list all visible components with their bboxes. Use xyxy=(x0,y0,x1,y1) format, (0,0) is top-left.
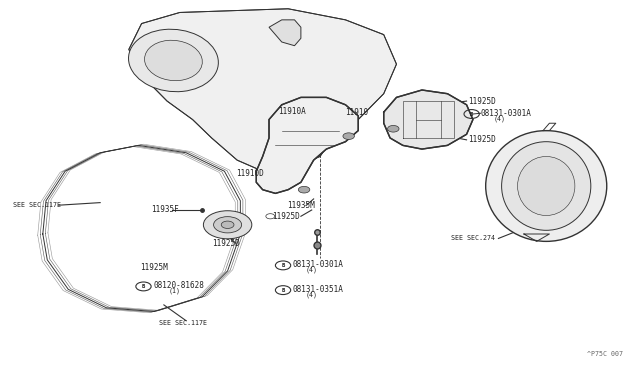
Text: 11925D: 11925D xyxy=(468,97,496,106)
Text: (4): (4) xyxy=(494,116,506,122)
Text: B: B xyxy=(470,112,474,116)
Text: SEE SEC.117E: SEE SEC.117E xyxy=(159,320,207,326)
Circle shape xyxy=(388,125,399,132)
Text: B: B xyxy=(282,263,285,268)
Text: B: B xyxy=(282,288,285,293)
Text: 11925D: 11925D xyxy=(212,239,239,248)
Text: 08120-81628: 08120-81628 xyxy=(153,281,204,290)
Ellipse shape xyxy=(486,131,607,241)
Circle shape xyxy=(298,186,310,193)
Ellipse shape xyxy=(129,29,218,92)
Circle shape xyxy=(343,133,355,140)
Polygon shape xyxy=(269,20,301,46)
Ellipse shape xyxy=(502,142,591,230)
Text: (1): (1) xyxy=(168,288,180,295)
Text: 08131-0301A: 08131-0301A xyxy=(292,260,344,269)
Text: 08131-0351A: 08131-0351A xyxy=(292,285,344,294)
Text: 11935M: 11935M xyxy=(287,201,315,210)
Text: (4): (4) xyxy=(305,267,317,273)
Text: SEE SEC.117E: SEE SEC.117E xyxy=(13,202,61,208)
Text: 11910D: 11910D xyxy=(236,169,264,177)
Text: SEE SEC.274: SEE SEC.274 xyxy=(451,235,495,241)
Text: 11925D: 11925D xyxy=(468,135,496,144)
Ellipse shape xyxy=(145,40,202,81)
Circle shape xyxy=(204,211,252,239)
Polygon shape xyxy=(256,97,358,193)
Text: 08131-0301A: 08131-0301A xyxy=(481,109,531,118)
Text: (4): (4) xyxy=(305,292,317,298)
Text: 11910A: 11910A xyxy=(278,107,307,116)
Circle shape xyxy=(214,217,242,233)
Text: 11935F: 11935F xyxy=(151,205,179,215)
Text: 11925D: 11925D xyxy=(272,212,300,221)
Polygon shape xyxy=(384,90,473,149)
Text: 11910: 11910 xyxy=(346,108,369,116)
Text: 11925M: 11925M xyxy=(140,263,168,272)
Text: ^P75C 007: ^P75C 007 xyxy=(587,350,623,357)
Ellipse shape xyxy=(518,157,575,215)
Text: B: B xyxy=(142,284,145,289)
Circle shape xyxy=(221,221,234,228)
Polygon shape xyxy=(129,9,396,171)
